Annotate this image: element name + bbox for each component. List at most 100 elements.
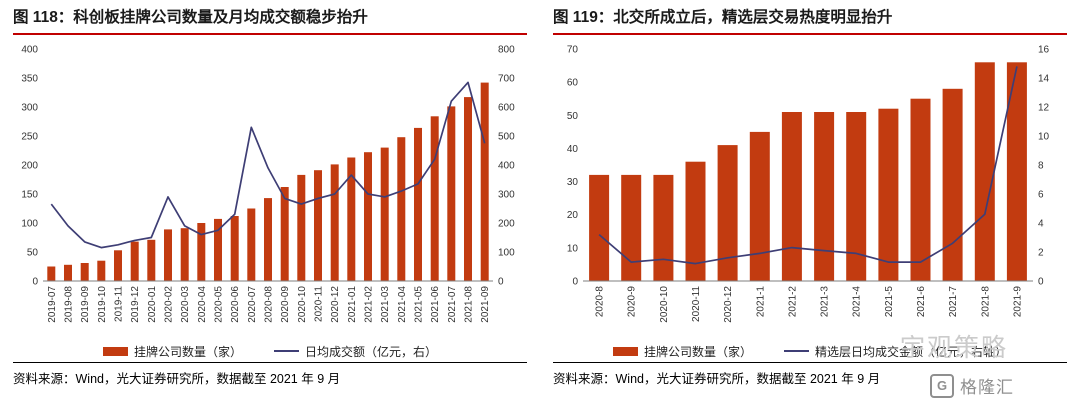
svg-text:2021-2: 2021-2: [787, 286, 798, 318]
figure-118-panel: 图 118：科创板挂牌公司数量及月均成交额稳步抬升 0 50 100 150 200 25…: [0, 0, 540, 387]
svg-text:2020-9: 2020-9: [627, 286, 638, 318]
figure-119-source-divider: [553, 362, 1067, 363]
figure-118-title-rule: [13, 33, 527, 35]
svg-text:2021-01: 2021-01: [347, 286, 358, 323]
svg-text:6: 6: [1038, 190, 1044, 201]
svg-text:2021-07: 2021-07: [447, 286, 458, 323]
svg-text:2020-04: 2020-04: [197, 286, 208, 323]
svg-text:0: 0: [572, 277, 578, 288]
svg-text:2021-02: 2021-02: [364, 286, 375, 323]
svg-text:50: 50: [27, 248, 39, 259]
svg-text:0: 0: [498, 277, 504, 288]
legend-item-selected-tier-turnover: 精选层日均成交金额（亿元，右轴）: [784, 343, 1007, 360]
svg-text:2020-03: 2020-03: [180, 286, 191, 323]
svg-text:2021-7: 2021-7: [948, 286, 959, 318]
svg-text:2021-8: 2021-8: [980, 286, 991, 318]
svg-text:2020-12: 2020-12: [330, 286, 341, 323]
svg-text:200: 200: [21, 161, 38, 172]
svg-text:60: 60: [567, 78, 579, 89]
line-series-swatch: [274, 350, 299, 352]
svg-text:30: 30: [567, 177, 579, 188]
legend-item-listed-companies: 挂牌公司数量（家）: [102, 343, 242, 360]
figure-119-legend: 挂牌公司数量（家） 精选层日均成交金额（亿元，右轴）: [553, 341, 1067, 361]
svg-text:2020-10: 2020-10: [297, 286, 308, 323]
figure-118-chart: 0 50 100 150 200 250 300 350 400 0 100 200 300 400 500…: [21, 45, 515, 323]
svg-text:350: 350: [21, 74, 38, 85]
figure-118-legend: 挂牌公司数量（家） 日均成交额（亿元，右）: [13, 341, 527, 361]
figure-119-source: 资料来源：Wind，光大证券研究所，数据截至 2021 年 9 月: [553, 372, 881, 386]
svg-text:2021-3: 2021-3: [820, 286, 831, 318]
legend-label-line: 日均成交额（亿元，右）: [305, 344, 438, 359]
svg-text:2019-10: 2019-10: [97, 286, 108, 323]
figure-119-panel: 图 119：北交所成立后，精选层交易热度明显抬升 0 10 20 30 40 50 60 70…: [540, 0, 1080, 387]
svg-text:2021-05: 2021-05: [414, 286, 425, 323]
svg-text:2: 2: [1038, 248, 1044, 259]
figure-119-chart: 0 10 20 30 40 50 60 70 0 2 4 6 8 10 12 14 16 2020-8 2020-9…: [567, 45, 1050, 323]
svg-text:250: 250: [21, 132, 38, 143]
legend-item-listed-companies: 挂牌公司数量（家）: [612, 343, 752, 360]
svg-text:2021-09: 2021-09: [480, 286, 491, 323]
figure-118-source: 资料来源：Wind，光大证券研究所，数据截至 2021 年 9 月: [13, 372, 341, 386]
svg-text:2020-8: 2020-8: [595, 286, 606, 318]
svg-text:200: 200: [498, 219, 515, 230]
report-figure-strip: 图 118：科创板挂牌公司数量及月均成交额稳步抬升 0 50 100 150 200 25…: [0, 0, 1080, 398]
svg-text:2021-04: 2021-04: [397, 286, 408, 323]
svg-text:50: 50: [567, 111, 579, 122]
watermark-text: 宇观策略: [899, 334, 1008, 362]
svg-text:2019-11: 2019-11: [114, 286, 125, 322]
svg-text:10: 10: [567, 243, 579, 254]
svg-text:2020-01: 2020-01: [147, 286, 158, 323]
svg-text:16: 16: [1038, 45, 1050, 56]
svg-text:2020-05: 2020-05: [214, 286, 225, 323]
svg-text:12: 12: [1038, 103, 1050, 114]
svg-text:0: 0: [32, 277, 38, 288]
brand-logo: G 格隆汇: [930, 373, 1014, 398]
svg-text:2019-08: 2019-08: [64, 286, 75, 323]
legend-label-bars: 挂牌公司数量（家）: [643, 344, 752, 359]
svg-text:0: 0: [1038, 277, 1044, 288]
svg-text:150: 150: [21, 190, 38, 201]
svg-text:700: 700: [498, 74, 515, 85]
svg-text:2020-09: 2020-09: [280, 286, 291, 323]
svg-text:400: 400: [21, 45, 38, 56]
svg-text:2021-5: 2021-5: [884, 286, 895, 318]
svg-text:2019-07: 2019-07: [47, 286, 58, 323]
svg-text:2021-1: 2021-1: [755, 286, 766, 318]
svg-text:2020-11: 2020-11: [314, 286, 325, 322]
svg-text:2020-10: 2020-10: [659, 286, 670, 323]
svg-text:2021-08: 2021-08: [464, 286, 475, 323]
svg-text:800: 800: [498, 45, 515, 56]
svg-text:400: 400: [498, 161, 515, 172]
svg-text:8: 8: [1038, 161, 1044, 172]
legend-label-bars: 挂牌公司数量（家）: [133, 344, 242, 359]
svg-text:500: 500: [498, 132, 515, 143]
svg-text:300: 300: [21, 103, 38, 114]
legend-item-daily-turnover: 日均成交额（亿元，右）: [274, 343, 437, 360]
svg-text:40: 40: [567, 144, 579, 155]
svg-text:70: 70: [567, 45, 579, 56]
svg-text:4: 4: [1038, 219, 1044, 230]
svg-text:2019-09: 2019-09: [80, 286, 91, 323]
figure-118-source-divider: [13, 362, 527, 363]
svg-text:2021-4: 2021-4: [852, 286, 863, 318]
brand-logo-icon: G: [930, 373, 954, 398]
legend-label-line: 精选层日均成交金额（亿元，右轴）: [815, 344, 1008, 359]
line-series-swatch: [784, 350, 809, 352]
svg-text:2020-08: 2020-08: [264, 286, 275, 323]
svg-text:600: 600: [498, 103, 515, 114]
svg-text:2021-06: 2021-06: [430, 286, 441, 323]
svg-text:2021-03: 2021-03: [380, 286, 391, 323]
brand-logo-letter: G: [936, 378, 948, 393]
svg-text:2021-9: 2021-9: [1012, 286, 1023, 318]
brand-logo-name: 格隆汇: [960, 378, 1014, 397]
svg-text:2020-02: 2020-02: [164, 286, 175, 323]
svg-text:2020-11: 2020-11: [691, 286, 702, 322]
bar-series-swatch: [612, 346, 638, 356]
figure-panels: 图 118：科创板挂牌公司数量及月均成交额稳步抬升 0 50 100 150 200 25…: [0, 0, 1080, 387]
svg-text:100: 100: [498, 248, 515, 259]
figure-119-title: 图 119：北交所成立后，精选层交易热度明显抬升: [553, 9, 893, 26]
svg-text:2019-12: 2019-12: [130, 286, 141, 323]
svg-text:2021-6: 2021-6: [916, 286, 927, 318]
bar-series-swatch: [102, 346, 128, 356]
figure-118-title: 图 118：科创板挂牌公司数量及月均成交额稳步抬升: [13, 9, 368, 26]
